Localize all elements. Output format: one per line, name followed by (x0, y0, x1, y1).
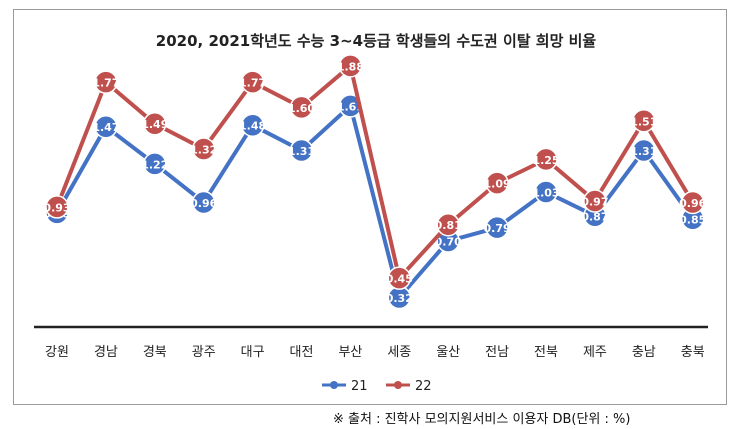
legend: 21 22 (322, 379, 432, 394)
data-label: 0.85 (679, 213, 706, 226)
x-tick-label: 전남 (485, 345, 509, 360)
data-label: 1.47 (92, 121, 119, 134)
data-point (240, 70, 265, 94)
data-label: 0.32 (386, 292, 413, 305)
series-layer: 0.891.471.220.961.481.311.610.320.700.79… (43, 54, 707, 310)
x-tick-label: 충북 (681, 345, 705, 360)
data-label: 1.03 (532, 187, 559, 200)
data-label: 1.60 (288, 102, 315, 115)
data-point (632, 109, 656, 133)
data-point (94, 114, 118, 139)
data-point (191, 190, 216, 215)
data-label: 0.87 (581, 210, 608, 223)
data-point (143, 152, 167, 176)
data-label: 1.88 (337, 60, 364, 73)
data-point (240, 113, 265, 137)
data-point (436, 212, 460, 237)
data-point (485, 215, 509, 240)
chart-frame (13, 9, 727, 405)
data-label: 1.48 (239, 120, 266, 133)
data-point (94, 70, 118, 94)
data-label: 0.93 (43, 201, 70, 214)
data-point (338, 54, 363, 78)
data-label: 1.51 (630, 115, 657, 128)
x-tick-label: 강원 (45, 345, 69, 360)
chart-title: 2020, 2021학년도 수능 3~4등급 학생들의 수도권 이탈 희망 비율 (156, 32, 597, 50)
x-tick-label: 제주 (583, 345, 607, 360)
data-label: 1.32 (190, 143, 217, 156)
x-tick-label: 대구 (241, 345, 265, 360)
data-point (191, 137, 216, 161)
data-point (534, 180, 558, 204)
data-label: 0.70 (435, 236, 462, 249)
data-label: 0.79 (484, 222, 511, 235)
data-point (485, 171, 509, 195)
data-label: 0.97 (581, 195, 608, 208)
legend-label-21: 21 (351, 379, 368, 394)
x-tick-label: 울산 (436, 345, 460, 360)
data-label: 1.22 (141, 158, 168, 171)
data-label: 1.25 (532, 154, 559, 167)
data-point (387, 266, 412, 290)
x-tick-label: 충남 (632, 345, 656, 360)
data-label: 1.09 (484, 178, 511, 191)
x-tick-label: 경남 (94, 345, 118, 360)
data-point (632, 138, 656, 163)
data-label: 1.31 (288, 145, 315, 158)
x-tick-label: 전북 (534, 345, 558, 360)
data-label: 0.81 (435, 219, 462, 232)
data-label: 0.96 (679, 197, 706, 210)
data-label: 1.77 (92, 77, 119, 90)
x-tick-labels: 강원 경남 경북 광주 대구 대전 부산 세종 울산 전남 전북 제주 충남 충북 (45, 345, 705, 360)
data-label: 0.45 (386, 273, 413, 286)
data-label: 1.31 (630, 145, 657, 158)
data-point (45, 195, 69, 219)
x-tick-label: 광주 (192, 345, 216, 360)
source-note: ※ 출처 : 진학사 모의지원서비스 이용자 DB(단위 : %) (333, 412, 631, 427)
data-label: 1.49 (141, 118, 168, 131)
x-tick-label: 세종 (387, 345, 411, 360)
data-point (680, 190, 705, 215)
x-tick-label: 경북 (143, 345, 167, 360)
data-label: 1.77 (239, 77, 266, 90)
legend-marker-21 (330, 381, 338, 389)
series-22: 0.93 1.77 1.49 1.32 1.77 1.60 1.88 0.45 0.81 1.09… (43, 54, 707, 290)
data-point (583, 189, 607, 213)
series-21: 0.891.471.220.961.481.311.610.320.700.79… (43, 94, 706, 310)
x-tick-label: 대전 (290, 345, 314, 360)
legend-label-22: 22 (415, 379, 432, 394)
data-point (534, 147, 558, 172)
x-tick-label: 부산 (338, 345, 362, 360)
data-point (289, 95, 314, 120)
data-point (143, 111, 167, 136)
data-label: 0.96 (190, 197, 217, 210)
data-point (289, 138, 314, 163)
legend-marker-22 (394, 381, 402, 389)
